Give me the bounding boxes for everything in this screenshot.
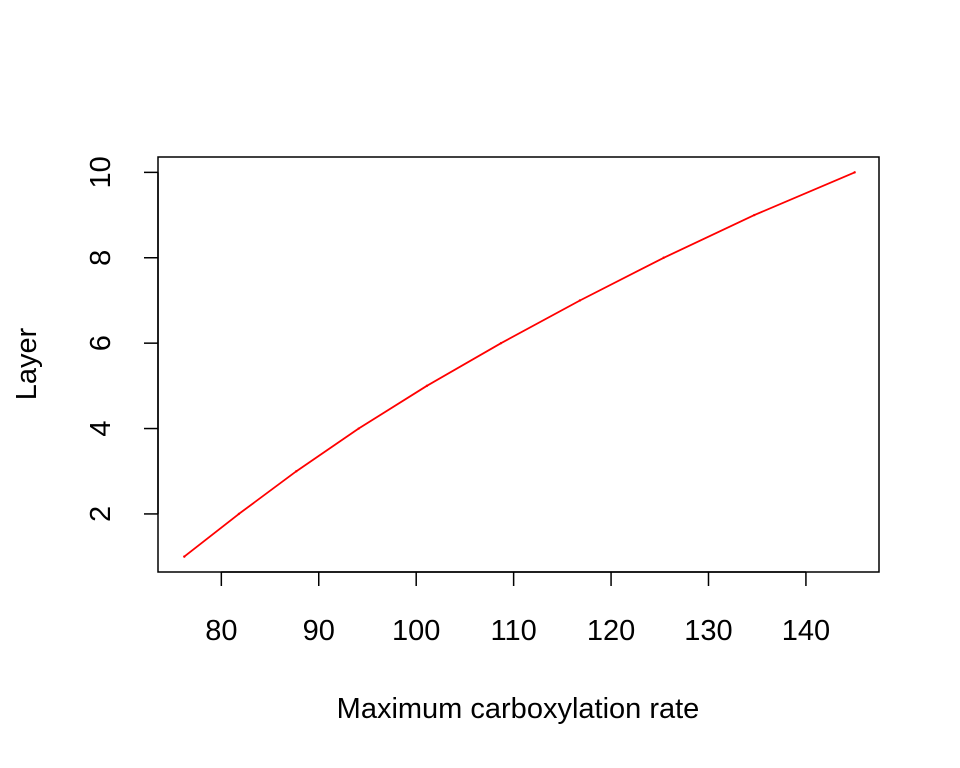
series-line-1 <box>183 171 855 558</box>
data-point <box>357 427 360 430</box>
x-axis: 80 90 100 110 120 130 140 <box>205 571 830 647</box>
data-point <box>753 213 756 217</box>
y-tick-label: 10 <box>85 156 117 188</box>
y-axis-title: Layer <box>11 327 43 400</box>
y-axis: 2 4 6 8 10 <box>85 156 159 522</box>
x-tick-label: 130 <box>684 615 732 647</box>
data-point <box>295 470 298 473</box>
y-tick-label: 4 <box>85 420 117 436</box>
data-point <box>237 512 241 516</box>
y-tick-label: 8 <box>85 250 117 266</box>
x-tick-label: 90 <box>303 615 335 647</box>
x-axis-title: Maximum carboxylation rate <box>337 693 700 725</box>
plot-area <box>157 156 880 573</box>
data-point <box>183 555 186 558</box>
data-point <box>425 384 429 388</box>
x-tick-label: 80 <box>205 615 237 647</box>
y-tick-label: 6 <box>85 335 117 351</box>
data-point <box>578 299 582 302</box>
data-point <box>499 341 503 345</box>
x-tick-label: 110 <box>491 615 537 647</box>
y-tick-label: 2 <box>85 506 117 522</box>
x-tick-label: 100 <box>392 615 440 647</box>
plot-frame <box>157 156 880 573</box>
x-tick-label: 120 <box>587 615 635 647</box>
x-tick-label: 140 <box>782 615 830 647</box>
data-point <box>662 256 665 259</box>
data-point <box>853 171 856 174</box>
